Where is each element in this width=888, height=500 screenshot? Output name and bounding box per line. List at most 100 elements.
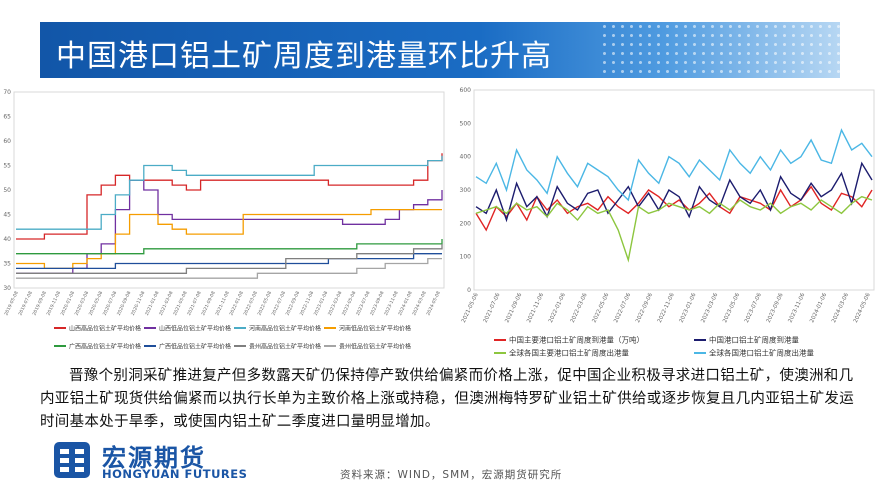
- series-line-4: [16, 239, 443, 255]
- logo-en: HONGYUAN FUTURES: [102, 467, 248, 481]
- x-tick-label: 2022-09-08: [285, 290, 302, 316]
- y-tick-label: 70: [3, 89, 11, 96]
- x-tick-label: 2020-09-08: [116, 290, 133, 316]
- y-tick-label: 500: [460, 120, 472, 127]
- x-tick-label: 2023-05-08: [341, 290, 358, 316]
- page-title: 中国港口铝土矿周度到港量环比升高: [56, 39, 552, 74]
- y-tick-label: 40: [3, 236, 11, 243]
- x-tick-label: 2019-07-08: [17, 290, 34, 316]
- y-tick-label: 65: [3, 114, 11, 121]
- x-tick-label: 2023-05-06: [722, 292, 741, 324]
- logo-cn: 宏源期货: [102, 444, 206, 472]
- x-tick-label: 2024-01-06: [809, 292, 828, 324]
- analysis-paragraph: 晋豫个别洞采矿推进复产但多数露天矿仍保持停产致供给偏紧而价格上涨，促中国企业积极…: [40, 368, 854, 430]
- y-tick-label: 600: [460, 87, 472, 94]
- x-tick-label: 2023-09-06: [766, 292, 785, 324]
- x-tick-label: 2024-03-06: [831, 292, 850, 324]
- series-line-2: [475, 195, 873, 263]
- x-tick-label: 2021-11-06: [526, 292, 545, 324]
- legend-label: 贵州高品位铝土矿平均价格: [249, 343, 321, 351]
- x-tick-label: 2021-11-08: [214, 290, 231, 316]
- legend-label: 河南低品位铝土矿平均价格: [339, 325, 411, 333]
- x-tick-label: 2020-01-08: [60, 290, 77, 316]
- y-tick-label: 30: [3, 285, 11, 292]
- x-tick-label: 2022-01-06: [548, 292, 567, 324]
- x-tick-label: 2024-05-08: [425, 290, 442, 316]
- x-tick-label: 2023-11-06: [788, 292, 807, 324]
- x-tick-label: 2020-11-08: [130, 290, 147, 316]
- banner-dot-pattern: [600, 22, 840, 78]
- x-tick-label: 2022-07-08: [271, 290, 288, 316]
- series-line-6: [16, 243, 443, 274]
- series-line-1: [475, 161, 873, 223]
- x-tick-label: 2023-11-08: [383, 290, 400, 316]
- x-tick-label: 2020-05-08: [88, 290, 105, 316]
- x-tick-label: 2021-07-08: [186, 290, 203, 316]
- series-line-0: [16, 153, 443, 240]
- x-tick-label: 2024-01-08: [397, 290, 414, 316]
- series-line-1: [16, 179, 443, 274]
- legend-label: 贵州低品位铝土矿平均价格: [339, 343, 411, 351]
- legend-label: 广西低品位铝土矿平均价格: [159, 343, 231, 351]
- x-tick-label: 2020-07-08: [102, 290, 119, 316]
- x-tick-label: 2022-05-08: [257, 290, 274, 316]
- x-tick-label: 2022-11-08: [299, 290, 316, 316]
- x-tick-label: 2021-01-08: [144, 290, 161, 316]
- chart-bauxite-price: 70 65 60 55 50 45 40 35 30 2019-05-08 2019-07-08 20…: [2, 88, 448, 360]
- x-tick-label: 2021-09-08: [200, 290, 217, 316]
- x-tick-label: 2019-09-08: [31, 290, 48, 316]
- title-banner: 中国港口铝土矿周度到港量环比升高: [40, 22, 840, 78]
- chart-left-svg: 7065605550454035302019-05-082019-07-0820…: [3, 89, 445, 351]
- series-line-3: [475, 128, 873, 202]
- x-tick-label: 2022-11-06: [657, 292, 676, 324]
- x-tick-label: 2023-03-06: [700, 292, 719, 324]
- series-line-2: [16, 155, 443, 230]
- series-line-5: [16, 253, 442, 270]
- chart-bauxite-port-volume: 600 500 400 300 200 100 0 2021-05-06 2021-07-06 2…: [458, 84, 884, 364]
- x-tick-label: 2024-03-08: [411, 290, 428, 316]
- x-tick-label: 2023-01-08: [313, 290, 330, 316]
- x-tick-label: 2022-03-08: [242, 290, 259, 316]
- x-tick-label: 2021-05-08: [172, 290, 189, 316]
- x-tick-label: 2019-11-08: [46, 290, 63, 316]
- x-tick-label: 2023-01-06: [679, 292, 698, 324]
- legend-label: 山西高品位铝土矿平均价格: [69, 325, 141, 333]
- x-tick-label: 2021-03-08: [158, 290, 175, 316]
- y-tick-label: 50: [3, 187, 11, 194]
- x-tick-label: 2023-03-08: [327, 290, 344, 316]
- company-logo: 宏源期货 HONGYUAN FUTURES: [40, 436, 270, 484]
- y-tick-label: 400: [460, 154, 472, 161]
- y-tick-label: 200: [460, 220, 472, 227]
- x-tick-label: 2022-09-06: [635, 292, 654, 324]
- x-tick-label: 2019-05-08: [3, 290, 20, 316]
- x-tick-label: 2024-05-06: [853, 292, 872, 324]
- x-tick-label: 2022-07-06: [613, 292, 632, 324]
- series-line-3: [16, 208, 442, 270]
- series-line-7: [16, 257, 442, 279]
- y-tick-label: 0: [467, 287, 471, 294]
- x-tick-label: 2021-09-06: [504, 292, 523, 324]
- x-tick-label: 2023-09-08: [369, 290, 386, 316]
- y-tick-label: 45: [3, 212, 11, 219]
- source-note: 资料来源：WIND，SMM，宏源期货研究所: [340, 469, 563, 481]
- legend-label: 山西低品位铝土矿平均价格: [159, 325, 231, 333]
- x-tick-label: 2021-05-06: [461, 292, 480, 324]
- x-tick-label: 2023-07-08: [355, 290, 372, 316]
- legend-label: 中国港口铝土矿周度到港量: [709, 335, 799, 345]
- x-tick-label: 2023-07-06: [744, 292, 763, 324]
- legend-label: 河南高品位铝土矿平均价格: [249, 325, 321, 333]
- y-tick-label: 60: [3, 138, 11, 145]
- x-tick-label: 2020-03-08: [74, 290, 91, 316]
- legend-label: 全球各国港口铝土矿周度出港量: [709, 348, 814, 358]
- logo-mark-icon: [54, 442, 90, 478]
- y-tick-label: 55: [3, 163, 11, 170]
- legend-label: 广西高品位铝土矿平均价格: [69, 343, 141, 351]
- x-tick-label: 2022-05-06: [592, 292, 611, 324]
- y-tick-label: 35: [3, 261, 11, 268]
- plot-frame: [13, 91, 445, 289]
- plot-frame: [473, 89, 875, 291]
- legend-label: 中国主要港口铝土矿周度到港量（万吨）: [509, 335, 644, 345]
- y-tick-label: 100: [460, 254, 472, 261]
- y-tick-label: 300: [460, 187, 472, 194]
